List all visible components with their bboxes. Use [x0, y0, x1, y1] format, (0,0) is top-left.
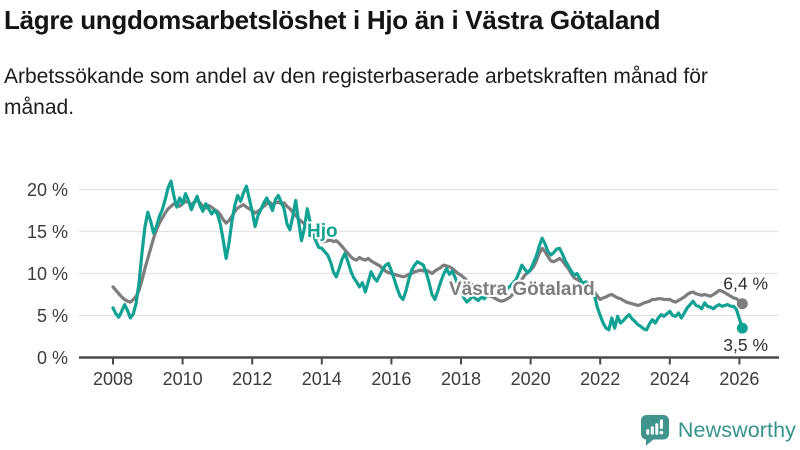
series-end-dot-v-stra-g-taland: [736, 298, 748, 310]
chart-title: Lägre ungdomsarbetslöshet i Hjo än i Väs…: [4, 5, 661, 35]
x-axis-tick-label: 2010: [163, 369, 203, 389]
x-axis-tick-label: 2016: [371, 369, 411, 389]
x-axis-tick-label: 2012: [232, 369, 272, 389]
y-axis-tick-label: 0 %: [37, 348, 68, 368]
x-axis-tick-label: 2022: [580, 369, 620, 389]
y-axis-tick-label: 10 %: [27, 264, 68, 284]
series-label-hjo: Hjo: [307, 221, 338, 242]
end-value-label-hjo: 3,5 %: [723, 335, 768, 355]
newsworthy-logo-text: Newsworthy: [677, 417, 796, 442]
x-axis-tick-label: 2008: [93, 369, 133, 389]
y-axis-tick-label: 20 %: [27, 180, 68, 200]
x-axis-tick-label: 2020: [511, 369, 551, 389]
y-axis-tick-label: 5 %: [37, 306, 68, 326]
series-line-v-stra-g-taland: [111, 198, 744, 307]
newsworthy-logo-icon: [640, 415, 669, 446]
x-axis-tick-label: 2018: [441, 369, 481, 389]
newsworthy-logo[interactable]: Newsworthy: [640, 414, 796, 446]
chart-subtitle: Arbetssökande som andel av den registerb…: [4, 65, 708, 119]
x-axis-tick-label: 2024: [650, 369, 690, 389]
end-value-label-v-stra-g-taland: 6,4 %: [723, 274, 768, 294]
x-axis-tick-label: 2014: [302, 369, 342, 389]
x-axis-tick-label: 2026: [719, 369, 759, 389]
series-end-dot-hjo: [736, 322, 748, 334]
y-axis-tick-label: 15 %: [27, 222, 68, 242]
series-label-v-stra-g-taland: Västra Götaland: [449, 279, 595, 300]
series-line-hjo: [111, 179, 744, 332]
